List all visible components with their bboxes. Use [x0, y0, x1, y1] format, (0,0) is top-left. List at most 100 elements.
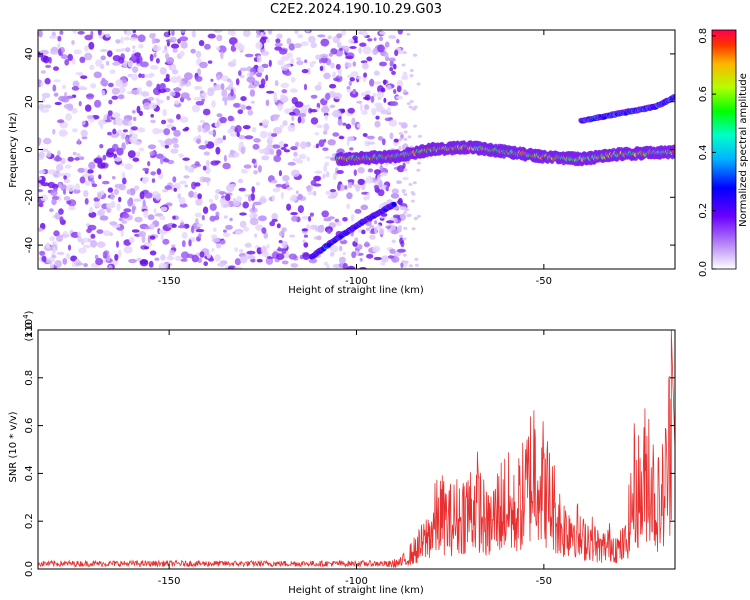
- noise-blob: [45, 64, 52, 69]
- noise-blob: [239, 220, 247, 228]
- noise-blob: [129, 236, 135, 244]
- noise-blob: [405, 208, 409, 212]
- noise-blob: [180, 251, 190, 259]
- noise-blob: [152, 45, 162, 52]
- noise-blob: [317, 34, 326, 38]
- noise-blob: [138, 231, 147, 237]
- noise-blob: [291, 215, 298, 222]
- noise-blob: [173, 143, 180, 149]
- noise-blob: [179, 203, 188, 208]
- noise-blob: [166, 123, 174, 129]
- noise-blob: [297, 193, 303, 200]
- noise-blob: [318, 139, 325, 147]
- noise-blob: [290, 88, 298, 93]
- noise-blob: [258, 197, 267, 204]
- noise-blob: [198, 145, 207, 150]
- noise-blob: [121, 48, 126, 52]
- noise-blob: [93, 71, 102, 79]
- noise-blob: [373, 81, 382, 85]
- noise-blob: [169, 91, 176, 97]
- noise-blob: [367, 168, 374, 173]
- noise-blob: [269, 148, 275, 155]
- noise-blob: [59, 30, 64, 35]
- noise-blob: [40, 182, 50, 187]
- noise-blob: [401, 260, 406, 264]
- noise-blob: [373, 256, 382, 261]
- noise-blob: [329, 104, 336, 109]
- noise-blob: [62, 84, 67, 90]
- noise-blob: [330, 48, 338, 55]
- noise-blob: [274, 80, 279, 87]
- noise-blob: [155, 194, 161, 201]
- noise-blob: [164, 144, 169, 149]
- noise-blob: [297, 34, 304, 39]
- noise-blob: [197, 124, 202, 133]
- noise-blob: [106, 202, 114, 209]
- noise-blob: [97, 30, 102, 36]
- noise-blob: [325, 190, 332, 195]
- noise-blob: [182, 157, 190, 161]
- noise-blob: [332, 71, 337, 79]
- noise-blob: [149, 223, 156, 230]
- noise-blob: [257, 215, 267, 222]
- noise-blob: [266, 144, 274, 150]
- noise-blob: [299, 141, 307, 150]
- noise-blob: [304, 59, 308, 63]
- noise-blob: [395, 95, 403, 100]
- noise-blob: [229, 183, 237, 187]
- noise-blob: [342, 122, 347, 126]
- noise-blob: [396, 38, 400, 44]
- noise-blob: [365, 176, 374, 184]
- noise-blob: [402, 176, 409, 181]
- noise-blob: [96, 241, 106, 248]
- noise-blob: [147, 144, 157, 150]
- noise-blob: [320, 38, 330, 47]
- noise-blob: [170, 43, 180, 49]
- noise-blob: [354, 237, 359, 243]
- noise-blob: [261, 63, 269, 69]
- noise-blob: [103, 230, 111, 237]
- noise-blob: [398, 145, 402, 151]
- noise-blob: [416, 82, 421, 86]
- noise-blob: [364, 104, 370, 111]
- noise-blob: [332, 172, 337, 181]
- top-x-ticks: -150 -100 -50: [158, 30, 552, 287]
- spectrogram-plot: -150 -100 -50 -40 -20 0 20 40 Height of straig…: [8, 29, 676, 296]
- noise-blob: [93, 157, 103, 164]
- noise-blob: [391, 70, 396, 75]
- noise-blob: [89, 174, 95, 179]
- noise-blob: [399, 206, 404, 210]
- noise-blob: [361, 229, 366, 235]
- noise-blob: [180, 30, 186, 33]
- noise-blob: [403, 91, 409, 96]
- noise-blob: [347, 136, 355, 142]
- noise-blob: [306, 185, 311, 192]
- noise-blob: [170, 76, 179, 84]
- noise-blob: [402, 237, 407, 241]
- noise-blob: [214, 194, 219, 201]
- noise-blob: [297, 205, 304, 214]
- noise-blob: [271, 114, 281, 118]
- noise-blob: [164, 185, 172, 191]
- noise-blob: [251, 158, 256, 164]
- noise-blob: [57, 195, 62, 202]
- noise-blob: [40, 82, 44, 87]
- noise-blob: [307, 191, 316, 195]
- noise-blob: [263, 232, 269, 239]
- noise-blob: [204, 140, 209, 145]
- noise-blob: [374, 120, 381, 128]
- noise-blob: [364, 241, 370, 248]
- noise-blob: [147, 161, 151, 167]
- noise-blob: [71, 86, 80, 91]
- noise-blob: [77, 31, 85, 35]
- noise-blob: [398, 122, 403, 126]
- noise-blob: [374, 220, 378, 225]
- noise-blob: [320, 106, 330, 114]
- noise-blob: [358, 47, 362, 54]
- noise-blob: [111, 259, 119, 266]
- noise-blob: [99, 215, 109, 221]
- noise-blob: [288, 253, 297, 260]
- noise-blob: [282, 175, 290, 182]
- y-tick-label: -40: [24, 237, 35, 253]
- x-tick-label: -150: [158, 576, 181, 587]
